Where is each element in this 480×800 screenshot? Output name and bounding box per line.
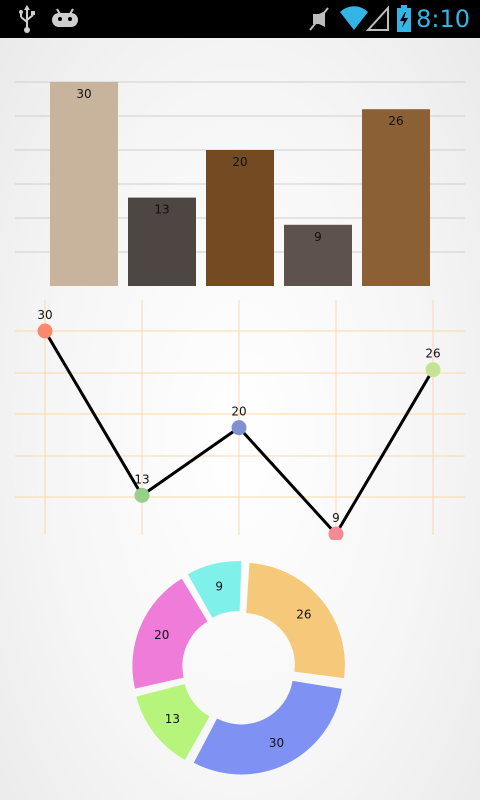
status-time: 8:10 bbox=[416, 4, 470, 34]
line-point bbox=[38, 324, 53, 339]
bar bbox=[362, 109, 430, 286]
donut-data-label: 26 bbox=[296, 608, 311, 622]
bar-data-label: 26 bbox=[388, 114, 403, 128]
signal-icon bbox=[366, 0, 390, 38]
bar-chart: 30 13 20 9 26 bbox=[0, 60, 480, 295]
donut-slice bbox=[194, 681, 342, 775]
line-data-label: 20 bbox=[231, 405, 246, 419]
line-data-label: 26 bbox=[425, 347, 440, 361]
line-data-label: 30 bbox=[37, 308, 52, 322]
donut-data-label: 13 bbox=[165, 712, 180, 726]
donut-data-label: 20 bbox=[154, 628, 169, 642]
battery-charging-icon bbox=[394, 0, 414, 38]
status-bar: 8:10 bbox=[0, 0, 480, 38]
line-chart: 30 13 20 9 26 bbox=[0, 300, 480, 540]
bar-data-label: 13 bbox=[154, 203, 169, 217]
line-point bbox=[232, 420, 247, 435]
usb-icon bbox=[12, 0, 42, 38]
line-data-label: 13 bbox=[134, 472, 149, 486]
bar-data-label: 20 bbox=[232, 155, 247, 169]
line-data-label: 9 bbox=[332, 511, 340, 525]
donut-chart: 26 30 13 20 9 bbox=[0, 552, 480, 778]
donut-data-label: 9 bbox=[215, 579, 223, 593]
line-point bbox=[135, 488, 150, 503]
bar bbox=[50, 82, 118, 286]
bar-data-label: 30 bbox=[76, 87, 91, 101]
line-point bbox=[426, 362, 441, 377]
mute-icon bbox=[306, 0, 332, 38]
android-icon bbox=[48, 0, 82, 38]
donut-slice bbox=[132, 579, 207, 689]
bar bbox=[206, 150, 274, 286]
bar-data-label: 9 bbox=[314, 230, 322, 244]
donut-data-label: 30 bbox=[269, 736, 284, 750]
